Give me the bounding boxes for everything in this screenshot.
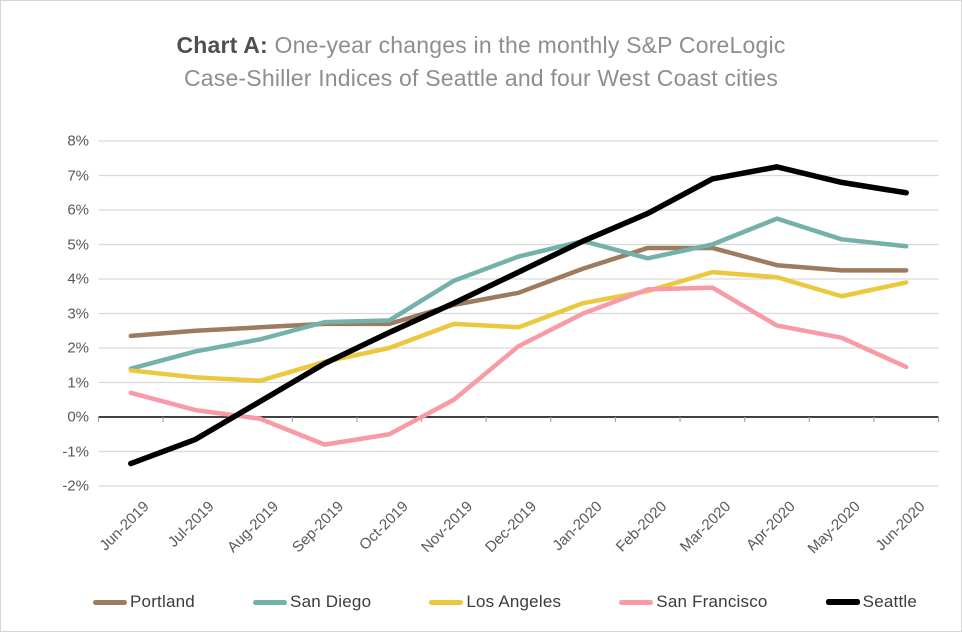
legend-item-san-diego: San Diego bbox=[253, 592, 371, 612]
legend-swatch-seattle bbox=[825, 599, 860, 605]
legend-label-san-diego: San Diego bbox=[290, 592, 372, 611]
chart-title: Chart A: One-year changes in the monthly… bbox=[1, 29, 961, 95]
y-tick-label: 0% bbox=[67, 408, 89, 426]
series-line-san-francisco bbox=[128, 285, 909, 447]
chart-title-prefix: Chart A: bbox=[176, 32, 268, 58]
legend-item-seattle: Seattle bbox=[825, 592, 917, 612]
y-tick-label: -2% bbox=[62, 477, 89, 495]
series-line-los-angeles bbox=[128, 269, 909, 384]
legend-label-seattle: Seattle bbox=[862, 592, 917, 611]
legend-label-portland: Portland bbox=[130, 592, 195, 611]
y-tick-label: 7% bbox=[67, 167, 89, 184]
y-tick-label: 4% bbox=[67, 270, 89, 288]
legend-item-los-angeles: Los Angeles bbox=[429, 592, 561, 612]
series-line-portland bbox=[128, 245, 909, 339]
y-tick-label: 6% bbox=[67, 201, 89, 219]
legend-item-portland: Portland bbox=[93, 592, 195, 612]
legend-label-san-francisco: San Francisco bbox=[656, 592, 768, 611]
legend-swatch-san-francisco bbox=[619, 599, 654, 605]
y-tick-label: 1% bbox=[67, 374, 89, 391]
y-tick-label: 8% bbox=[67, 132, 89, 150]
chart-title-line2: Case-Shiller Indices of Seattle and four… bbox=[183, 65, 779, 91]
legend-label-los-angeles: Los Angeles bbox=[466, 592, 562, 611]
series-line-seattle bbox=[128, 164, 909, 467]
legend-swatch-los-angeles bbox=[429, 599, 464, 605]
y-tick-label: 2% bbox=[67, 339, 89, 357]
y-tick-label: -1% bbox=[62, 443, 89, 460]
chart-title-line1-rest: One-year changes in the monthly S&P Core… bbox=[267, 32, 786, 58]
legend-swatch-portland bbox=[93, 599, 127, 605]
legend-item-san-francisco: San Francisco bbox=[619, 592, 767, 612]
y-tick-label: 3% bbox=[67, 305, 89, 322]
series-line-san-diego bbox=[128, 216, 909, 371]
legend-swatch-san-diego bbox=[253, 599, 288, 605]
y-tick-label: 5% bbox=[67, 236, 89, 253]
chart-title-line1: Chart A: One-year changes in the monthly… bbox=[1, 29, 961, 62]
legend: Portland San Diego Los Angeles San Francisc… bbox=[93, 592, 917, 612]
